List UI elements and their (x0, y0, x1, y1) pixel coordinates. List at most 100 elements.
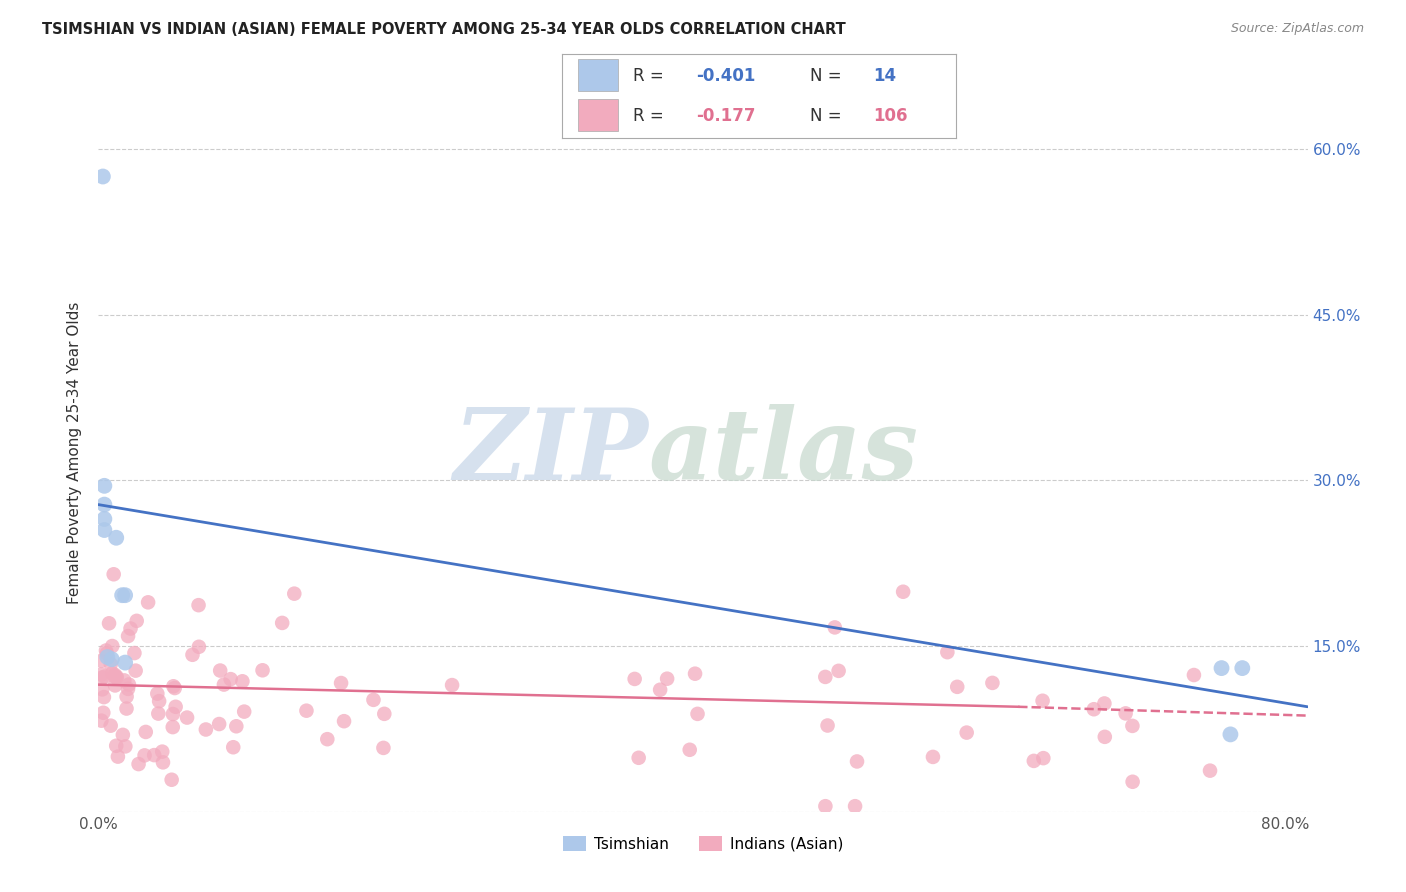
Point (683, 666, 706, 681)
Point (117, 681, 139, 696)
Point (162, 707, 184, 722)
Point (194, 723, 217, 737)
Point (90, 654, 112, 668)
Point (104, 669, 127, 683)
Point (91, 169, 114, 184)
Point (100, 719, 122, 733)
Point (115, 690, 138, 704)
Point (1121, 719, 1143, 733)
Point (686, 706, 709, 721)
Text: R =: R = (633, 67, 669, 85)
Text: 14: 14 (873, 67, 897, 85)
Point (208, 717, 231, 731)
Point (115, 701, 138, 715)
Text: -0.401: -0.401 (696, 67, 755, 85)
Point (124, 646, 146, 660)
Point (143, 748, 166, 763)
Point (373, 740, 395, 755)
Point (1092, 697, 1115, 711)
Y-axis label: Female Poverty Among 25-34 Year Olds: Female Poverty Among 25-34 Year Olds (67, 301, 83, 604)
Point (219, 672, 242, 686)
Text: N =: N = (810, 67, 848, 85)
Point (96, 647, 118, 661)
Point (118, 677, 141, 691)
Point (134, 748, 156, 763)
Point (136, 595, 159, 609)
Point (101, 666, 124, 681)
Point (655, 672, 678, 686)
Point (271, 615, 294, 630)
Point (146, 687, 169, 701)
Point (330, 676, 353, 690)
Point (1219, 727, 1241, 741)
Point (1032, 751, 1054, 765)
Point (946, 680, 969, 694)
Point (114, 588, 136, 602)
Point (93, 479, 115, 493)
Point (114, 656, 136, 670)
Point (627, 751, 650, 765)
Point (814, 799, 837, 814)
Point (91, 671, 114, 685)
Point (93, 670, 115, 684)
Point (283, 587, 305, 601)
Point (90, 714, 112, 728)
Point (105, 670, 128, 684)
Point (135, 725, 157, 739)
Text: Source: ZipAtlas.com: Source: ZipAtlas.com (1230, 22, 1364, 36)
Point (128, 757, 150, 772)
Point (100, 652, 122, 666)
Point (163, 681, 186, 695)
Text: -0.177: -0.177 (696, 107, 756, 125)
Point (117, 629, 139, 643)
Point (922, 750, 945, 764)
Point (363, 693, 385, 707)
Point (148, 694, 170, 708)
Point (231, 674, 253, 689)
Point (187, 640, 209, 654)
Point (94, 643, 117, 657)
Point (844, 799, 866, 814)
FancyBboxPatch shape (578, 99, 617, 131)
Point (165, 699, 187, 714)
Point (104, 668, 127, 682)
Point (103, 567, 125, 582)
Point (1199, 764, 1222, 778)
Point (814, 670, 837, 684)
Point (93, 523, 115, 537)
Point (160, 772, 183, 787)
Point (162, 679, 184, 693)
Point (176, 710, 198, 724)
Point (105, 739, 128, 753)
Point (233, 705, 256, 719)
Point (333, 714, 356, 729)
Text: R =: R = (633, 107, 669, 125)
Point (295, 704, 318, 718)
Point (112, 673, 135, 688)
Point (679, 743, 702, 757)
Point (817, 718, 839, 732)
Text: TSIMSHIAN VS INDIAN (ASIAN) FEMALE POVERTY AMONG 25-34 YEAR OLDS CORRELATION CHA: TSIMSHIAN VS INDIAN (ASIAN) FEMALE POVER… (42, 22, 846, 37)
Point (936, 645, 959, 659)
Text: atlas: atlas (648, 404, 918, 501)
Point (148, 706, 170, 721)
Point (1094, 730, 1116, 744)
Point (1115, 706, 1137, 721)
Point (316, 732, 339, 747)
Point (111, 588, 134, 602)
Text: 106: 106 (873, 107, 908, 125)
Point (105, 531, 128, 545)
Point (623, 672, 645, 686)
Point (824, 620, 846, 634)
Point (98, 616, 121, 631)
Point (1022, 754, 1045, 768)
Point (107, 749, 129, 764)
Point (1122, 774, 1144, 789)
Point (125, 614, 148, 628)
Point (150, 745, 173, 759)
Point (96, 650, 118, 665)
Point (93, 690, 115, 705)
Point (93, 498, 115, 512)
Point (105, 671, 128, 685)
Point (187, 598, 209, 612)
